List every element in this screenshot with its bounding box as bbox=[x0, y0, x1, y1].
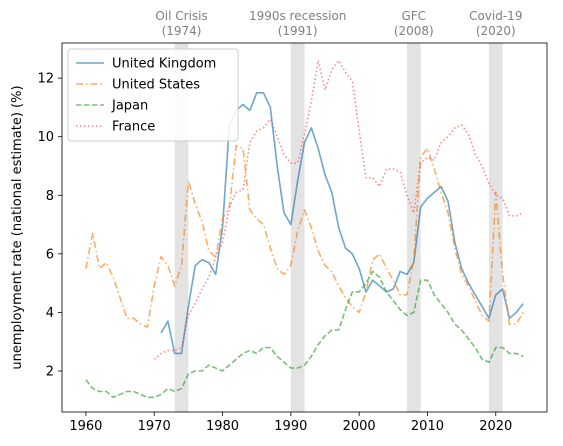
event-name-label: 1990s recession bbox=[249, 9, 346, 23]
x-tick-label: 1990 bbox=[274, 419, 307, 434]
y-tick-label: 6 bbox=[46, 247, 54, 262]
x-tick-label: 2000 bbox=[343, 419, 376, 434]
y-tick-label: 2 bbox=[46, 365, 54, 380]
series-lines bbox=[85, 59, 524, 399]
series-line-united-kingdom bbox=[160, 91, 524, 355]
event-band-3 bbox=[488, 43, 503, 412]
event-bands bbox=[174, 43, 503, 412]
event-labels: Oil Crisis(1974) 1990s recession(1991) GFC… bbox=[155, 9, 522, 38]
series-line-france bbox=[153, 59, 524, 360]
y-tick-label: 10 bbox=[37, 130, 54, 145]
y-tick-label: 8 bbox=[46, 189, 54, 204]
x-tick-label: 1980 bbox=[206, 419, 239, 434]
event-name-label: Oil Crisis bbox=[155, 9, 207, 23]
event-year-label: (1974) bbox=[162, 24, 202, 38]
legend-entry-label: Japan bbox=[111, 99, 148, 114]
event-name-label: Covid-19 bbox=[469, 9, 522, 23]
x-tick-label: 1960 bbox=[69, 419, 102, 434]
y-axis: 2 4 6 8 10 12 bbox=[37, 72, 62, 380]
legend-box bbox=[67, 48, 239, 142]
plot-area-frame bbox=[61, 42, 548, 413]
x-tick-label: 1970 bbox=[138, 419, 171, 434]
y-tick-label: 12 bbox=[37, 72, 54, 87]
event-year-label: (2020) bbox=[476, 24, 516, 38]
x-tick-label: 2010 bbox=[411, 419, 444, 434]
event-band-2 bbox=[406, 43, 421, 412]
series-line-united-states bbox=[85, 144, 524, 328]
event-year-label: (1991) bbox=[278, 24, 318, 38]
y-axis-label: unemployment rate (national estimate) (%… bbox=[10, 85, 25, 369]
y-tick-label: 4 bbox=[46, 306, 54, 321]
event-name-label: GFC bbox=[401, 9, 426, 23]
x-axis: 1960 1970 1980 1990 2000 2010 2020 bbox=[69, 412, 512, 434]
event-year-label: (2008) bbox=[394, 24, 434, 38]
series-line-japan bbox=[85, 270, 524, 399]
legend-entry-label: France bbox=[112, 120, 155, 135]
legend: United Kingdom United States Japan France bbox=[67, 48, 239, 142]
legend-entry-label: United Kingdom bbox=[112, 57, 216, 72]
event-band-1 bbox=[290, 43, 305, 412]
x-tick-label: 2020 bbox=[479, 419, 512, 434]
legend-entry-label: United States bbox=[112, 78, 200, 93]
